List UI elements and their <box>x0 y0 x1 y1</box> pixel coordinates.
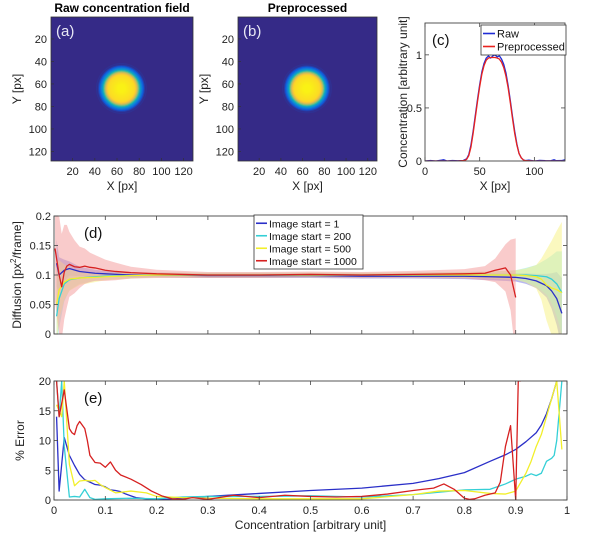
plot-area <box>54 381 567 500</box>
legend-label-1: Raw <box>497 29 519 41</box>
x-tick-label: 20 <box>253 166 265 178</box>
y-tick-label: 20 <box>35 34 47 46</box>
panel-label: (a) <box>56 23 74 40</box>
x-tick-label: 40 <box>89 166 101 178</box>
plot-data <box>54 216 563 334</box>
y-axis-label: Diffusion [px2/frame] <box>9 221 24 329</box>
x-tick-label: 0.1 <box>98 505 113 517</box>
x-tick-label: 100 <box>525 166 543 178</box>
series-line-4 <box>54 248 517 298</box>
legend-label-2: Preprocessed <box>497 42 565 54</box>
x-axis-label: X [px] <box>480 179 511 193</box>
panel-label: (c) <box>432 32 450 49</box>
x-tick-label: 0.8 <box>457 505 472 517</box>
y-axis-label-part: Diffusion [px <box>10 263 24 329</box>
panel-b-preprocessed-field: Preprocessed (b) 20 40 60 80 100 120 20 40 60 80 100… <box>197 1 378 193</box>
legend-box <box>480 24 567 56</box>
y-tick-label: 120 <box>216 146 234 158</box>
axes-frame <box>424 22 566 162</box>
heatmap-ring <box>117 84 126 93</box>
series-line-2 <box>425 56 565 161</box>
x-tick-label: 0 <box>51 505 57 517</box>
y-tick-label: 60 <box>222 79 234 91</box>
panel-a-raw-field: Raw concentration field (a) 20 40 60 80 100 120… <box>10 1 194 193</box>
y-tick-label: 100 <box>216 124 234 136</box>
x-axis-label: X [px] <box>292 179 323 193</box>
heatmap-title: Raw concentration field <box>54 1 189 15</box>
y-tick-label: 120 <box>29 146 47 158</box>
panel-e-error-plot: 0 0.1 0.2 0.3 0.4 0.5 0.6 0.7 0.8 0.9 105101520Con… <box>13 376 570 532</box>
y-axis-label-part: /frame] <box>10 221 24 258</box>
x-tick-label: 0.5 <box>303 505 318 517</box>
heatmap-frame <box>237 16 378 162</box>
y-tick-label: 15 <box>39 406 51 418</box>
x-tick-label: 0.7 <box>405 505 420 517</box>
y-tick-label: 80 <box>35 101 47 113</box>
y-tick-label: 20 <box>222 34 234 46</box>
panel-label: (b) <box>243 23 261 40</box>
panel-label: (d) <box>84 225 102 242</box>
y-axis-label: Concentration [arbitrary unit] <box>396 16 410 167</box>
x-tick-label: 60 <box>111 166 123 178</box>
y-tick-label: 80 <box>222 101 234 113</box>
y-axis-label: Y [px] <box>10 74 24 104</box>
x-axis-label: X [px] <box>107 179 138 193</box>
y-tick-label: 40 <box>222 56 234 68</box>
y-tick-label: 0 <box>45 329 51 341</box>
y-tick-label: 0.2 <box>36 211 51 223</box>
x-tick-label: 0.9 <box>508 505 523 517</box>
y-tick-label: 0.05 <box>30 300 51 312</box>
y-tick-label: 20 <box>39 376 51 388</box>
legend-label-3: Image start = 500 <box>269 243 351 255</box>
x-tick-label: 20 <box>67 166 79 178</box>
x-tick-label: 50 <box>474 166 486 178</box>
y-tick-label: 100 <box>29 124 47 136</box>
legend-box <box>253 214 364 270</box>
y-axis-label-superscript: 2 <box>9 258 18 263</box>
heatmap-ring <box>303 84 311 93</box>
y-tick-label: 60 <box>35 79 47 91</box>
x-tick-label: 1 <box>564 505 570 517</box>
panel-label: (e) <box>84 390 102 407</box>
x-axis-label: Concentration [arbitrary unit] <box>235 518 386 532</box>
series-line-3 <box>55 381 563 500</box>
panel-c-profile-plot: 0 50 100 0 0.5 1 X [px] Concentration [arbitrar… <box>396 16 567 193</box>
x-tick-label: 0.4 <box>252 505 267 517</box>
legend-label-4: Image start = 1000 <box>269 256 357 268</box>
x-tick-label: 0.2 <box>149 505 164 517</box>
heatmap-frame <box>50 16 194 162</box>
x-tick-label: 100 <box>337 166 355 178</box>
x-tick-label: 80 <box>133 166 145 178</box>
heatmap-title: Preprocessed <box>268 1 347 15</box>
y-tick-label: 5 <box>45 465 51 477</box>
y-axis-label: Y [px] <box>197 74 211 104</box>
x-tick-label: 0 <box>422 166 428 178</box>
y-tick-label: 0.1 <box>36 270 51 282</box>
panel-d-diffusion-plot: 0 0.05 0.1 0.15 0.2 Diffusion [px2/frame] (d) I… <box>9 211 568 341</box>
y-tick-label: 0 <box>416 156 422 168</box>
y-tick-label: 10 <box>39 436 51 448</box>
x-tick-label: 120 <box>359 166 377 178</box>
x-tick-label: 80 <box>318 166 330 178</box>
y-tick-label: 0 <box>45 495 51 507</box>
y-tick-label: 0.15 <box>30 241 51 253</box>
x-tick-label: 0.6 <box>354 505 369 517</box>
x-tick-label: 120 <box>174 166 192 178</box>
legend-label-2: Image start = 200 <box>269 231 351 243</box>
series-line-4 <box>55 381 521 500</box>
y-tick-label: 40 <box>35 56 47 68</box>
y-tick-label: 1 <box>416 50 422 62</box>
y-tick-label: 0.5 <box>407 103 422 115</box>
y-axis-label: % Error <box>13 420 27 461</box>
legend-label-1: Image start = 1 <box>269 218 339 230</box>
x-tick-label: 40 <box>275 166 287 178</box>
x-tick-label: 60 <box>296 166 308 178</box>
x-tick-label: 100 <box>152 166 170 178</box>
x-tick-label: 0.3 <box>200 505 215 517</box>
